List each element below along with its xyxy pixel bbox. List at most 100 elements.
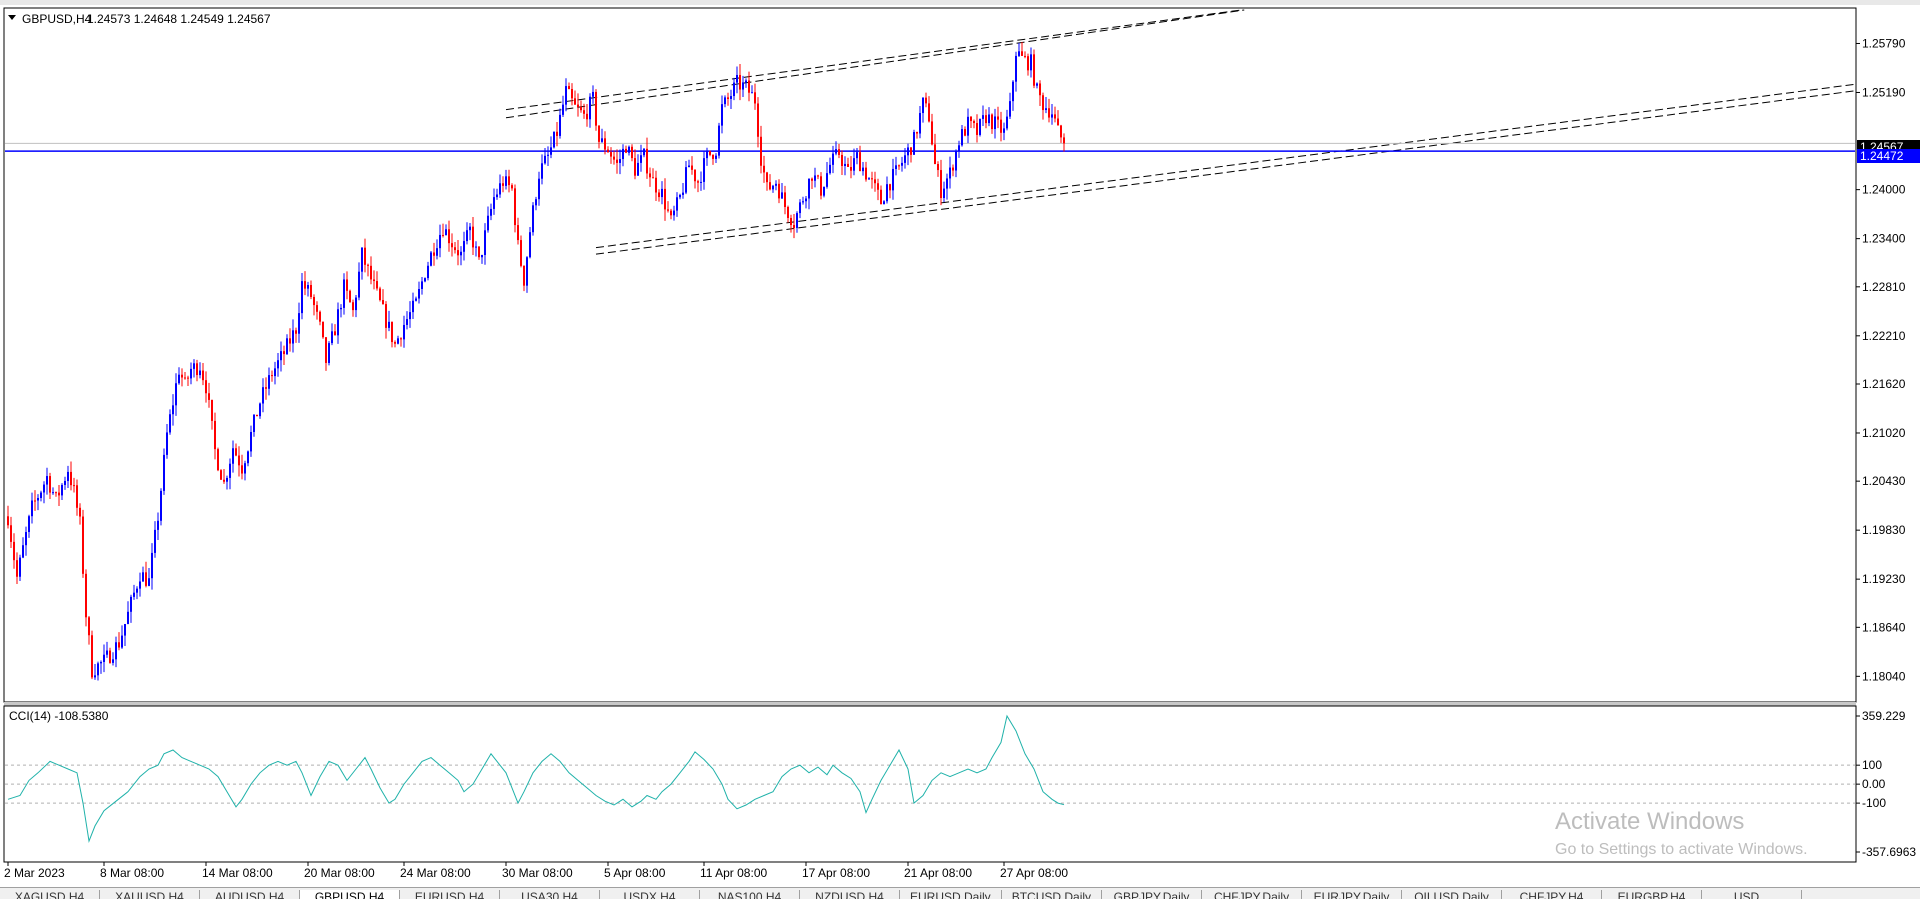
time-tick-label: 20 Mar 08:00: [304, 866, 375, 880]
candle-body: [82, 516, 84, 574]
chart-tab[interactable]: XAGUSD,H4: [0, 890, 100, 899]
candle-body: [1024, 55, 1026, 57]
channel-trendlines[interactable]: [505, 9, 1856, 255]
candle-body: [808, 178, 810, 199]
candle-body: [418, 289, 420, 299]
candle-body: [454, 247, 456, 251]
candle-body: [121, 635, 123, 648]
line-price-label: 1.24472: [1860, 149, 1904, 163]
candle-body: [328, 343, 330, 363]
time-axis[interactable]: 2 Mar 2023 8 Mar 08:00 14 Mar 08:00 20 Mar …: [4, 862, 1068, 880]
candle-body: [466, 230, 468, 242]
candle-body: [661, 188, 663, 198]
chart-tab[interactable]: BTCUSD,Daily: [1002, 890, 1103, 899]
candle-body: [883, 201, 885, 205]
candle-body: [379, 288, 381, 301]
candle-body: [694, 169, 696, 182]
candle-body: [343, 279, 345, 308]
candle-body: [76, 485, 78, 508]
chart-tab[interactable]: XAUUSD,H4: [100, 890, 200, 899]
candle-body: [133, 592, 135, 597]
candle-body: [685, 167, 687, 193]
chart-tab[interactable]: NZDUSD,H4: [800, 890, 900, 899]
candle-body: [826, 173, 828, 187]
candle-body: [496, 194, 498, 198]
candle-body: [1021, 51, 1023, 56]
chart-tab[interactable]: NAS100,H4: [700, 890, 800, 899]
candle-body: [559, 114, 561, 136]
chart-tab[interactable]: EURUSD,Daily: [900, 890, 1002, 899]
candle-body: [241, 465, 243, 474]
candle-body: [745, 80, 747, 83]
candle-body: [442, 234, 444, 236]
candle-body: [724, 97, 726, 105]
cci-header: CCI(14) -108.5380: [9, 709, 109, 723]
channel-trendline[interactable]: [505, 9, 1241, 111]
candle-body: [97, 663, 99, 676]
candle-body: [706, 150, 708, 159]
triangle-down-icon[interactable]: [8, 15, 16, 20]
candle-body: [358, 271, 360, 298]
candle-body: [781, 192, 783, 199]
candle-body: [64, 480, 66, 485]
candle-body: [625, 148, 627, 153]
chart-tab[interactable]: EURGBP,H4: [1602, 890, 1703, 899]
candle-body: [760, 136, 762, 166]
candle-body: [628, 146, 630, 153]
candle-body: [475, 246, 477, 248]
horizontal-price-line[interactable]: [5, 142, 1855, 152]
candle-body: [1063, 137, 1065, 144]
candle-body: [541, 163, 543, 179]
chart-tab[interactable]: USDX,H4: [600, 890, 700, 899]
candle-body: [859, 152, 861, 172]
candle-body: [955, 150, 957, 171]
candle-body: [712, 154, 714, 159]
candle-body: [73, 485, 75, 487]
candle-body: [94, 675, 96, 678]
candle-body: [751, 92, 753, 94]
candle-body: [367, 264, 369, 266]
candle-body: [709, 150, 711, 155]
candle-body: [934, 144, 936, 164]
activate-windows-watermark: Activate Windows Go to Settings to activ…: [1555, 808, 1808, 860]
candle-body: [637, 162, 639, 176]
chart-tab[interactable]: USA30,H4: [500, 890, 600, 899]
candle-body: [58, 492, 60, 496]
candle-body: [106, 650, 108, 655]
candle-body: [730, 96, 732, 99]
channel-trendline[interactable]: [595, 90, 1856, 255]
panel-splitter[interactable]: [4, 702, 1856, 706]
candle-body: [166, 432, 168, 455]
channel-trendline[interactable]: [505, 9, 1245, 119]
channel-trendline[interactable]: [595, 83, 1856, 249]
candle-body: [388, 321, 390, 328]
chart-tab[interactable]: OILUSD,Daily: [1402, 890, 1503, 899]
candle-body: [199, 370, 201, 376]
candle-body: [652, 177, 654, 179]
candle-body: [676, 197, 678, 211]
candle-body: [250, 431, 252, 452]
chart-tab[interactable]: USD...: [1702, 890, 1803, 899]
price-tick-label: 1.18640: [1862, 620, 1906, 634]
chart-tab[interactable]: CHFJPY,Daily: [1202, 890, 1303, 899]
time-tick-label: 8 Mar 08:00: [100, 866, 164, 880]
chart-tab[interactable]: CHFJPY,H4: [1502, 890, 1603, 899]
candle-body: [913, 132, 915, 155]
candle-body: [481, 254, 483, 258]
candle-body: [139, 581, 141, 589]
candle-body: [976, 123, 978, 135]
candle-body: [697, 181, 699, 183]
candle-body: [22, 545, 24, 558]
candle-body: [154, 529, 156, 553]
candle-body: [556, 131, 558, 136]
chart-tab[interactable]: EURJPY,Daily: [1302, 890, 1403, 899]
candle-body: [391, 321, 393, 343]
candle-body: [619, 159, 621, 163]
candle-body: [148, 578, 150, 586]
price-axis[interactable]: 1.25790 1.25190 1.24000 1.23400 1.22810 1.222…: [1856, 36, 1906, 683]
chart-tab[interactable]: GBPUSD,H4: [300, 890, 400, 899]
chart-tab[interactable]: AUDUSD,H4: [200, 890, 300, 899]
chart-tab[interactable]: GBPJPY,Daily: [1102, 890, 1203, 899]
chart-tab[interactable]: EURUSD,H4: [400, 890, 500, 899]
